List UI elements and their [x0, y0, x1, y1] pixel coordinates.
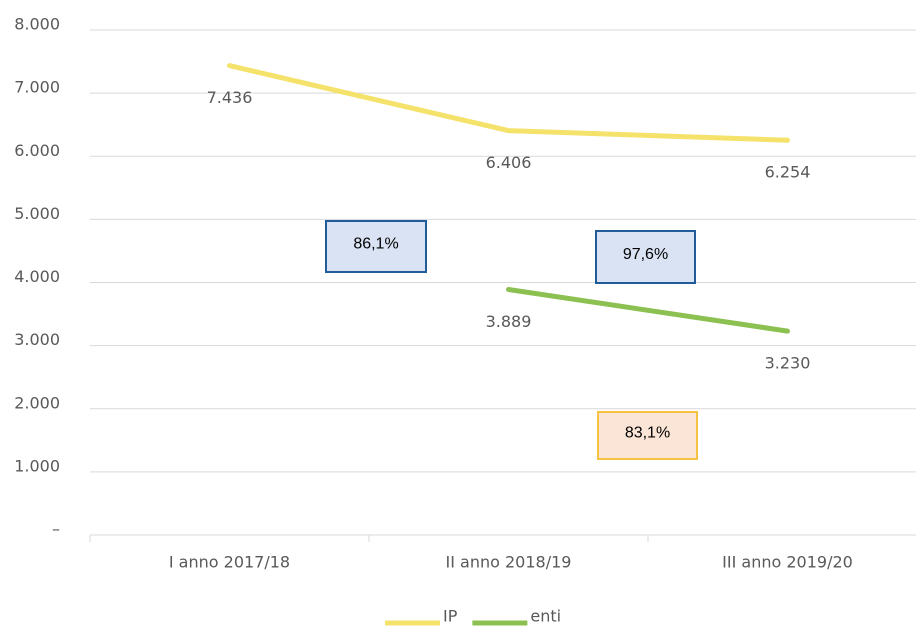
data-label: 3.889: [486, 312, 532, 331]
annotation-box: [597, 411, 698, 460]
y-tick-label: 3.000: [14, 330, 60, 349]
annotation: 86,1%: [353, 236, 398, 253]
legend-label: IP: [443, 607, 458, 626]
y-tick-label: 1.000: [14, 456, 60, 475]
annotation-box: [595, 230, 696, 284]
series-line: [227, 63, 790, 143]
annotation-box: [325, 220, 427, 273]
data-label: 6.406: [486, 153, 532, 172]
y-tick-label: –: [52, 520, 60, 539]
series-line: [506, 287, 790, 334]
legend-label: enti: [530, 607, 561, 626]
x-tick-label: III anno 2019/20: [722, 553, 853, 572]
data-label: 7.436: [207, 88, 253, 107]
y-tick-label: 8.000: [14, 15, 60, 34]
y-tick-label: 2.000: [14, 393, 60, 412]
y-tick-label: 7.000: [14, 78, 60, 97]
x-tick-label: II anno 2018/19: [446, 553, 572, 572]
x-tick-label: I anno 2017/18: [169, 553, 290, 572]
annotation: 83,1%: [625, 425, 670, 442]
data-label: 6.254: [765, 163, 811, 182]
y-tick-label: 6.000: [14, 141, 60, 160]
data-label: 3.230: [765, 354, 811, 373]
y-tick-label: 5.000: [14, 204, 60, 223]
annotation: 97,6%: [623, 246, 668, 263]
y-tick-label: 4.000: [14, 267, 60, 286]
